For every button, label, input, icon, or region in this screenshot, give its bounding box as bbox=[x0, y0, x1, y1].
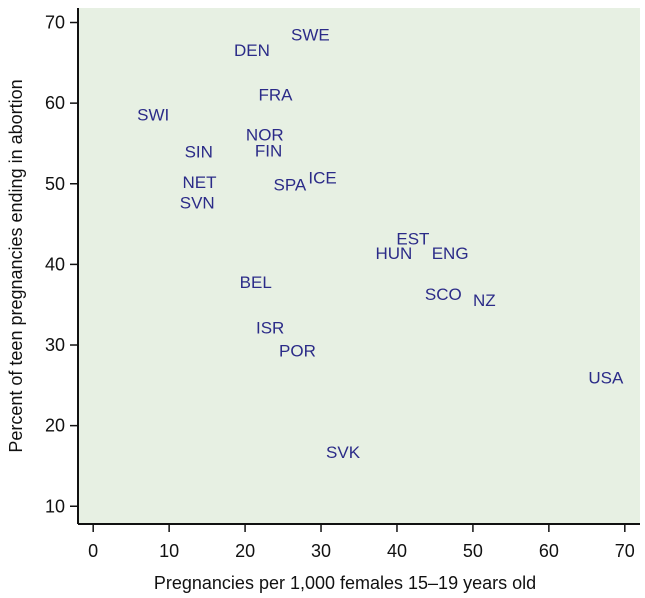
data-point-fra: FRA bbox=[258, 85, 293, 104]
y-tick-label: 10 bbox=[45, 496, 65, 516]
y-tick-label: 20 bbox=[45, 416, 65, 436]
data-point-nz: NZ bbox=[473, 291, 496, 310]
x-tick-label: 30 bbox=[311, 541, 331, 561]
data-point-svk: SVK bbox=[326, 443, 361, 462]
data-point-est: EST bbox=[396, 230, 429, 249]
x-tick-label: 40 bbox=[387, 541, 407, 561]
y-axis-ticks: 10 20 30 40 50 60 70 bbox=[45, 13, 78, 516]
data-point-net: NET bbox=[183, 173, 217, 192]
y-tick-label: 70 bbox=[45, 13, 65, 33]
x-tick-label: 50 bbox=[463, 541, 483, 561]
data-point-den: DEN bbox=[234, 41, 270, 60]
y-tick-label: 30 bbox=[45, 335, 65, 355]
x-axis-ticks: 0 10 20 30 40 50 60 70 bbox=[88, 524, 635, 561]
y-tick-label: 60 bbox=[45, 93, 65, 113]
data-point-eng: ENG bbox=[432, 244, 469, 263]
y-tick-label: 50 bbox=[45, 174, 65, 194]
data-point-ice: ICE bbox=[308, 168, 336, 187]
data-point-isr: ISR bbox=[256, 318, 284, 337]
data-point-hun: HUN bbox=[376, 244, 413, 263]
data-point-usa: USA bbox=[588, 368, 624, 387]
x-tick-label: 20 bbox=[235, 541, 255, 561]
data-point-swe: SWE bbox=[291, 26, 330, 45]
x-axis-title: Pregnancies per 1,000 females 15–19 year… bbox=[154, 573, 536, 593]
data-point-svn: SVN bbox=[180, 193, 215, 212]
x-tick-label: 0 bbox=[88, 541, 98, 561]
y-tick-label: 40 bbox=[45, 254, 65, 274]
y-axis-title: Percent of teen pregnancies ending in ab… bbox=[6, 79, 26, 452]
data-point-bel: BEL bbox=[240, 273, 272, 292]
data-point-swi: SWI bbox=[137, 105, 169, 124]
x-tick-label: 70 bbox=[615, 541, 635, 561]
plot-area bbox=[78, 8, 640, 524]
data-point-por: POR bbox=[279, 342, 316, 361]
data-point-fin: FIN bbox=[255, 142, 282, 161]
data-point-sco: SCO bbox=[425, 285, 462, 304]
data-point-spa: SPA bbox=[274, 176, 307, 195]
data-point-sin: SIN bbox=[185, 143, 213, 162]
x-tick-label: 60 bbox=[539, 541, 559, 561]
data-point-nor: NOR bbox=[246, 126, 284, 145]
x-tick-label: 10 bbox=[159, 541, 179, 561]
